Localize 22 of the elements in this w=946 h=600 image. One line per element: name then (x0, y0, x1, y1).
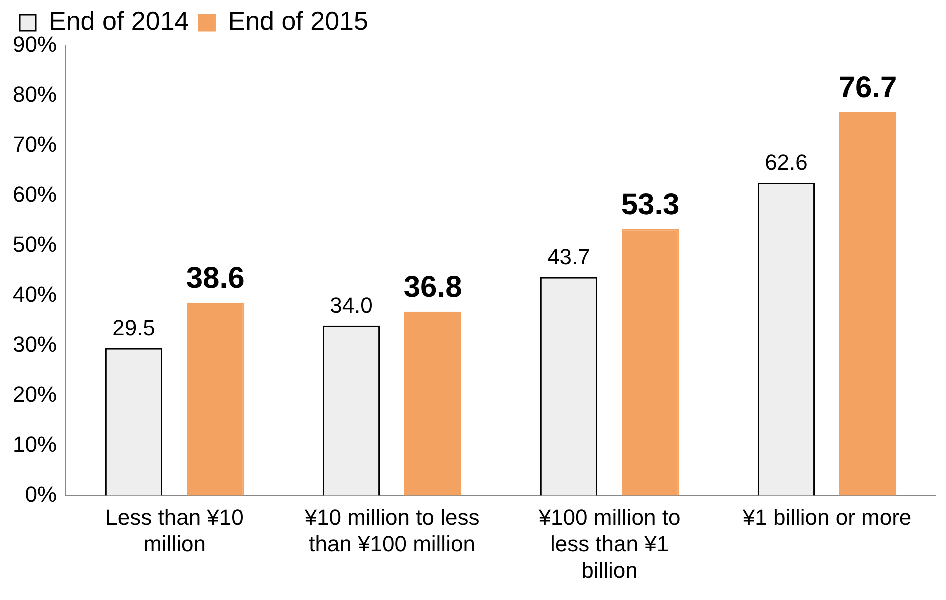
data-label: 38.6 (186, 262, 245, 296)
y-tick-label: 80% (12, 82, 58, 108)
x-tick-label: ¥1 billion or more (742, 505, 912, 530)
data-label: 62.6 (765, 150, 808, 175)
legend-label: End of 2015 (228, 6, 368, 36)
data-label: 43.7 (548, 244, 590, 270)
y-tick-label: 0% (25, 482, 58, 507)
y-tick-label: 70% (12, 132, 58, 158)
y-tick-label: 30% (12, 332, 58, 357)
y-tick-label: 20% (12, 382, 58, 407)
data-label: 34.0 (330, 292, 373, 318)
y-tick-label: 50% (12, 232, 58, 257)
x-tick-label: ¥100 million to less than ¥1 billion (538, 505, 681, 583)
y-tick-label: 10% (12, 432, 58, 457)
y-tick-label: 40% (12, 282, 58, 307)
x-tick-label: Less than ¥10 million (106, 505, 244, 556)
x-tick-label: ¥10 million to less than ¥100 million (304, 505, 480, 556)
y-tick-label: 60% (12, 182, 58, 207)
data-label: 76.7 (838, 72, 898, 105)
data-label: 36.8 (404, 271, 462, 304)
data-label: 53.3 (621, 188, 680, 222)
data-label: 29.5 (112, 315, 156, 340)
